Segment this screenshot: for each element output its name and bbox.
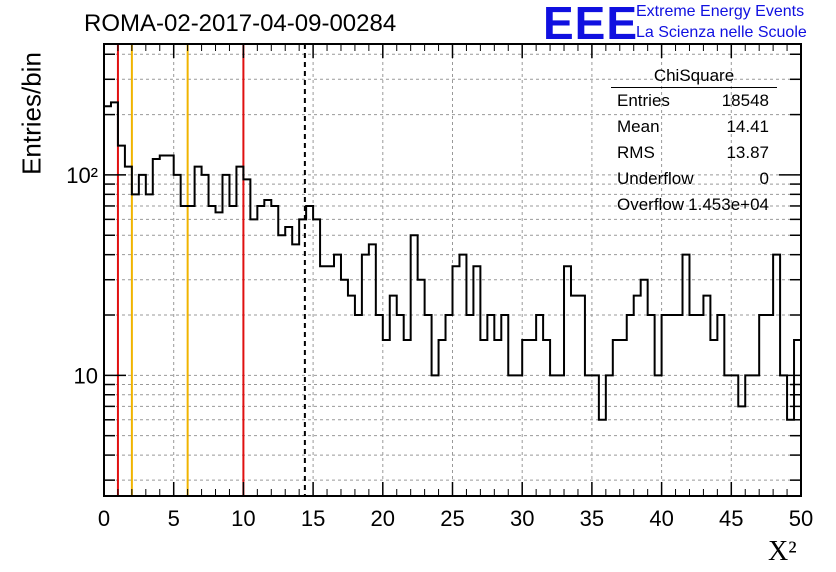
x-tick-label: 25: [440, 506, 464, 531]
y-tick-label: 10: [74, 363, 98, 388]
stats-value: 14.41: [726, 117, 769, 136]
x-tick-label: 10: [231, 506, 255, 531]
x-tick-label: 15: [301, 506, 325, 531]
eee-logo: EEE: [543, 0, 639, 49]
stats-value: 18548: [721, 91, 769, 110]
stats-row: Mean 14.41: [611, 114, 777, 140]
histogram-series: [104, 101, 801, 421]
stats-key: RMS: [617, 143, 655, 162]
stats-box: ChiSquare Entries 18548 Mean 14.41 RMS 13.8…: [611, 66, 777, 218]
stats-key: Entries: [617, 91, 670, 110]
stats-row: Underflow 0: [611, 166, 777, 192]
x-tick-label: 5: [168, 506, 180, 531]
y-tick-label: 10²: [66, 163, 98, 188]
x-tick-label: 50: [789, 506, 813, 531]
logo-line-2: La Scienza nelle Scuole: [636, 24, 807, 41]
x-tick-label: 0: [98, 506, 110, 531]
stats-value: 1.453e+04: [688, 195, 769, 214]
axis-tick-labels: 0 5 10 15 20 25 30 35 40 45 50 10 10²: [66, 163, 813, 531]
x-tick-label: 35: [580, 506, 604, 531]
stats-key: Overflow: [617, 195, 685, 214]
x-tick-label: 40: [649, 506, 673, 531]
stats-value: 0: [759, 169, 769, 188]
chart-title: ROMA-02-2017-04-09-00284: [84, 10, 397, 37]
stats-row: RMS 13.87: [611, 140, 777, 166]
grid-lines: [104, 44, 801, 496]
stats-row: Overflow 1.453e+04: [611, 192, 777, 218]
x-axis-label: X²: [768, 536, 797, 567]
reference-lines: [116, 44, 306, 496]
x-tick-label: 20: [371, 506, 395, 531]
stats-row: Entries 18548: [611, 88, 777, 114]
stats-key: Underflow: [617, 169, 694, 188]
stats-title: ChiSquare: [611, 66, 777, 88]
logo-line-1: Extreme Energy Events: [636, 3, 805, 20]
stats-value: 13.87: [726, 143, 769, 162]
y-axis-label: Entries/bin: [16, 52, 47, 175]
axis-ticks: [103, 44, 802, 496]
x-tick-label: 45: [719, 506, 743, 531]
x-tick-label: 30: [510, 506, 534, 531]
stats-key: Mean: [617, 117, 660, 136]
